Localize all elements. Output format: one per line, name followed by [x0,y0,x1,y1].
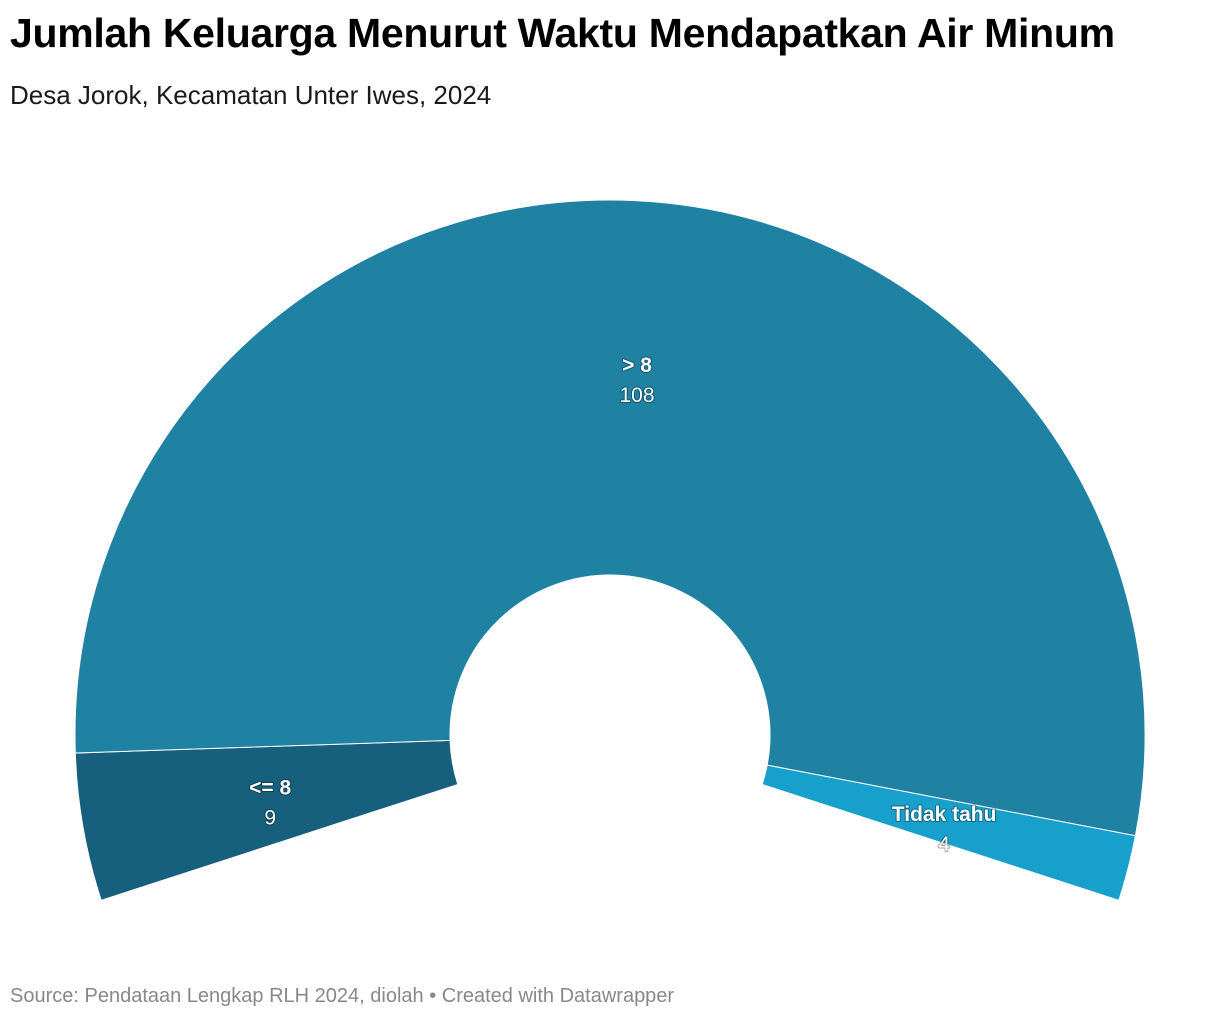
slice-value-1: 108 [619,384,654,407]
slice-label-2: Tidak tahu [892,803,997,826]
donut-slices [74,199,1146,901]
source-note: Source: Pendataan Lengkap RLH 2024, diol… [10,985,675,1007]
slice-value-0: 9 [264,807,276,830]
donut-labels: <= 8 9 > 8 108 Tidak tahu 4 [248,353,997,857]
slice-value-2: 4 [938,833,950,856]
chart-subtitle: Desa Jorok, Kecamatan Unter Iwes, 2024 [10,80,492,110]
slice-label-1: > 8 [622,354,652,377]
chart-title: Jumlah Keluarga Menurut Waktu Mendapatka… [10,10,1115,56]
slice-1 [74,199,1146,837]
slice-label-0: <= 8 [249,777,291,800]
slice-2 [761,764,1137,901]
